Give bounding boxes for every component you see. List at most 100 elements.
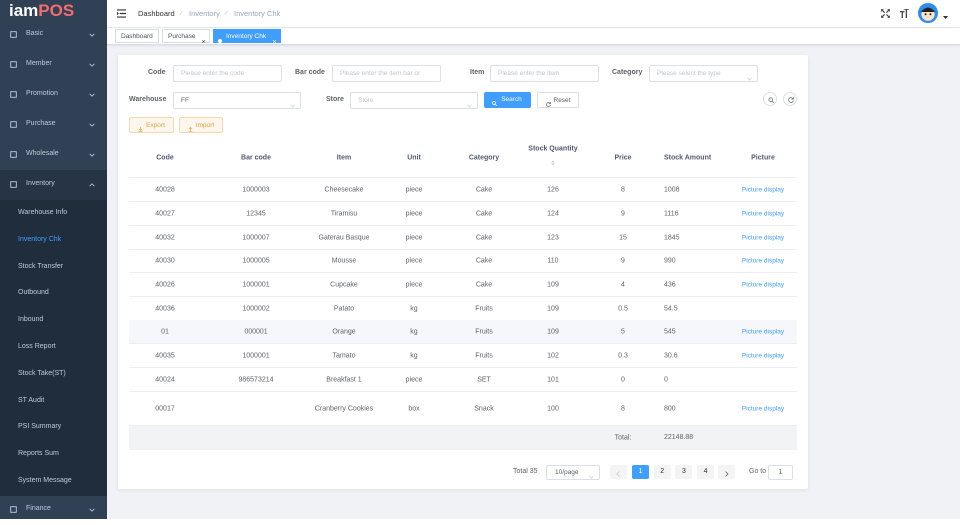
table-cell: 1000005: [242, 257, 270, 265]
icon-svg: [10, 506, 17, 513]
page-number[interactable]: 1: [632, 465, 649, 479]
table-cell: 0.5: [618, 305, 628, 313]
chevron: [89, 152, 95, 158]
menu-item[interactable]: Promotion: [0, 80, 107, 110]
table-row[interactable]: [129, 202, 797, 226]
menu-label: Inventory: [26, 180, 55, 187]
table-cell: 1116: [664, 210, 679, 218]
toolbar-icon-button[interactable]: [783, 92, 797, 106]
submenu-item[interactable]: PSI Summary: [18, 423, 62, 431]
submenu-item[interactable]: Inbound: [18, 316, 44, 324]
goto-input[interactable]: 1: [768, 465, 793, 480]
import-button-icon: [188, 123, 193, 133]
menu-item[interactable]: Inventory: [0, 170, 107, 200]
filter-input[interactable]: Please enter the item: [490, 65, 599, 82]
submenu-item[interactable]: Loss Report: [18, 343, 56, 350]
table-cell: Orange: [332, 328, 356, 336]
picture-link[interactable]: Picture display: [741, 405, 785, 413]
filter-input[interactable]: Please enter the item bar or: [332, 65, 441, 82]
submenu-item[interactable]: Reports Sum: [18, 450, 59, 458]
breadcrumb-item: Inventory: [189, 9, 220, 18]
table-row[interactable]: [129, 320, 797, 344]
table-cell: piece: [405, 376, 423, 384]
menu-label: Promotion: [26, 90, 58, 97]
table-cell: 1000001: [242, 281, 270, 289]
picture-link[interactable]: Picture display: [741, 210, 785, 218]
breadcrumb-item[interactable]: Dashboard: [138, 9, 175, 18]
picture-link[interactable]: Picture display: [741, 328, 785, 336]
search-button[interactable]: Search: [484, 92, 531, 108]
icon-svg: [10, 61, 17, 68]
picture-link[interactable]: Picture display: [741, 257, 785, 265]
chevron: [89, 32, 95, 38]
tab[interactable]: Purchase: [162, 29, 211, 44]
table-row[interactable]: [129, 273, 797, 297]
submenu-item[interactable]: Inventory Chk: [18, 235, 62, 243]
page-number[interactable]: 4: [697, 465, 715, 479]
table-row[interactable]: [129, 226, 797, 250]
column-header: Category: [468, 154, 500, 162]
filter-input[interactable]: FF: [173, 92, 301, 109]
pagination-total: Total 35: [513, 468, 538, 475]
menu-item[interactable]: Basic: [0, 20, 107, 50]
submenu-item[interactable]: Warehouse Info: [18, 209, 68, 216]
table-row[interactable]: [129, 297, 797, 321]
table-cell: kg: [410, 352, 418, 360]
menu-item[interactable]: Purchase: [0, 110, 107, 140]
table-row[interactable]: [129, 368, 797, 392]
tab[interactable]: Inventory Chk: [213, 29, 282, 44]
table-cell: 1000003: [242, 186, 270, 194]
breadcrumb-sep: [179, 9, 183, 17]
table-cell: 8: [621, 405, 625, 413]
submenu-item[interactable]: Outbound: [18, 289, 49, 297]
page-number[interactable]: 2: [653, 465, 671, 479]
size-icon: [900, 8, 909, 18]
table-cell: 110: [547, 257, 559, 265]
submenu-item[interactable]: ST Audit: [18, 396, 45, 404]
picture-link[interactable]: Picture display: [741, 352, 785, 360]
menu-item[interactable]: Finance: [0, 495, 107, 525]
submenu-item[interactable]: System Message: [18, 477, 72, 484]
export-button[interactable]: Export: [129, 117, 174, 133]
page-size-select[interactable]: 10/page: [546, 465, 600, 480]
submenu-item[interactable]: Stock Transfer: [18, 262, 64, 270]
table-cell: 1008: [664, 186, 680, 194]
table-row[interactable]: [129, 344, 797, 368]
column-header: Stock Amount: [664, 154, 712, 162]
table-cell: Fruits: [475, 328, 493, 336]
menu-item[interactable]: Member: [0, 50, 107, 80]
picture-link[interactable]: Picture display: [741, 234, 785, 242]
table-cell: 15: [619, 234, 627, 242]
table-row[interactable]: [129, 249, 797, 273]
next-button[interactable]: [718, 465, 735, 479]
filter-input[interactable]: Please enter the code: [173, 65, 282, 82]
menu-item[interactable]: Wholesale: [0, 140, 107, 170]
avatar-caret: [943, 15, 948, 20]
goto-label: Go to: [749, 468, 767, 475]
icon-svg: [918, 3, 938, 23]
reset-button[interactable]: Reset: [537, 92, 579, 108]
picture-link[interactable]: Picture display: [741, 281, 785, 289]
filter-input[interactable]: Store: [350, 92, 478, 109]
export-button-icon: [138, 123, 143, 133]
menu-icon: [10, 61, 17, 68]
page-number[interactable]: 3: [675, 465, 693, 479]
filter-input[interactable]: Please select the type: [649, 65, 758, 82]
table-cell: Cake: [475, 281, 493, 289]
menu-icon: [10, 121, 17, 128]
menu-icon: [10, 506, 17, 513]
toolbar-icon-button[interactable]: [763, 92, 777, 106]
table-cell: 0.3: [618, 352, 628, 360]
table-row[interactable]: [129, 392, 797, 426]
table-cell: Tiramisu: [330, 210, 358, 218]
table-cell: kg: [410, 305, 418, 313]
tab[interactable]: Dashboard: [115, 29, 159, 43]
import-button[interactable]: Import: [179, 117, 223, 133]
table-row[interactable]: [129, 178, 797, 202]
table-cell: 40027: [155, 210, 175, 218]
submenu-item[interactable]: Stock Take(ST): [18, 369, 66, 377]
table-cell: Cranberry Cookies: [314, 405, 374, 413]
picture-link[interactable]: Picture display: [741, 186, 785, 194]
prev-button[interactable]: [610, 465, 627, 479]
